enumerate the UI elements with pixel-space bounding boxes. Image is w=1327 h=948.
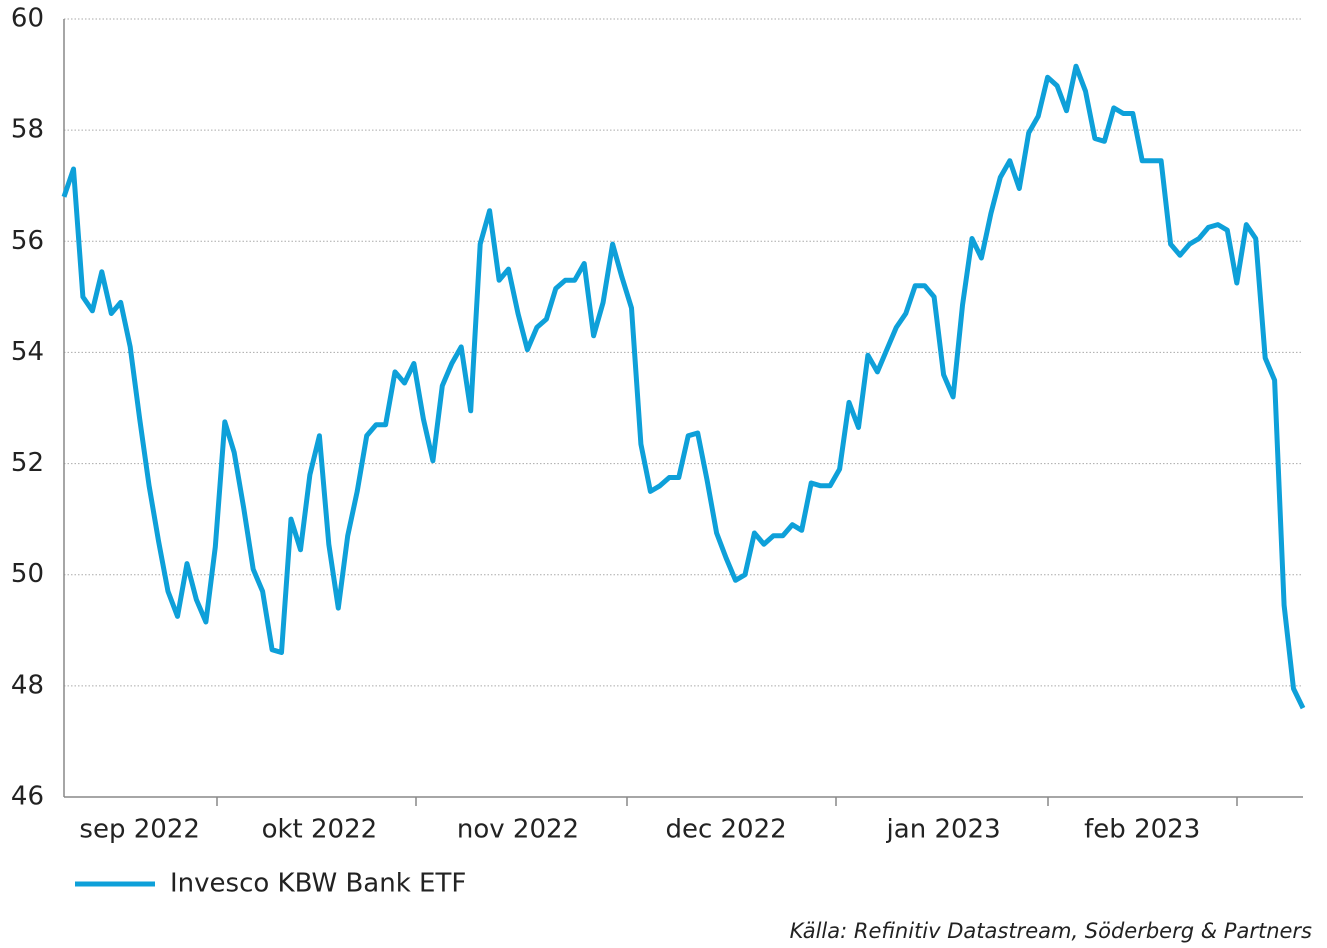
x-tick-label: okt 2022: [262, 815, 378, 845]
y-tick-label: 52: [11, 448, 44, 478]
y-tick-label: 54: [11, 337, 44, 367]
y-tick-label: 58: [11, 115, 44, 145]
legend-label: Invesco KBW Bank ETF: [170, 869, 466, 899]
series-line: [61, 63, 1306, 710]
x-tick-label: feb 2023: [1084, 815, 1200, 845]
y-tick-label: 56: [11, 226, 44, 256]
y-tick-label: 50: [11, 559, 44, 589]
y-tick-label: 60: [11, 4, 44, 34]
source-note: Källa: Refinitiv Datastream, Söderberg &…: [790, 919, 1312, 943]
x-tick-label: nov 2022: [457, 815, 579, 845]
x-tick-label: dec 2022: [665, 815, 786, 845]
x-tick-label: sep 2022: [79, 815, 199, 845]
y-tick-label: 48: [11, 670, 44, 700]
x-tick-label: jan 2023: [886, 815, 1001, 845]
y-tick-label: 46: [11, 782, 44, 812]
x-axis-ticks: [216, 797, 1238, 806]
